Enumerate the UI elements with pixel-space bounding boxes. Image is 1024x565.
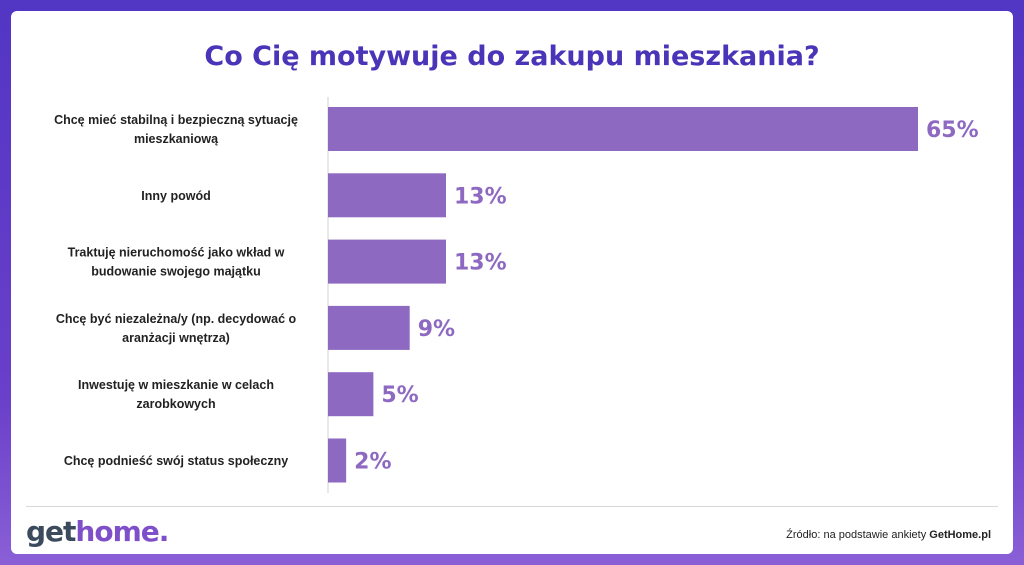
category-label-line: Chcę podnieść swój status społeczny: [64, 454, 288, 468]
source-note: Źródło: na podstawie ankiety GetHome.pl: [786, 529, 991, 541]
value-label-0: 65%: [926, 118, 979, 143]
chart-title: Co Cię motywuje do zakupu mieszkania?: [204, 41, 820, 72]
category-label-1: Inny powód: [141, 189, 210, 203]
category-label-3: Chcę być niezależna/y (np. decydować o ar…: [56, 312, 297, 345]
category-label-5: Chcę podnieść swój status społeczny: [64, 454, 288, 468]
source-prefix: Źródło: na podstawie ankiety: [786, 529, 930, 541]
category-label-2: Traktuję nieruchomość jako wkład w budowa…: [68, 246, 285, 279]
value-label-2: 13%: [454, 251, 507, 276]
category-label-line: Chcę mieć stabilną i bezpieczną sytuację: [54, 113, 298, 127]
bar-2: [328, 239, 446, 284]
gethome-logo[interactable]: gethome.: [26, 515, 170, 549]
source-brand: GetHome.pl: [929, 529, 991, 541]
category-label-line: aranżacji wnętrza): [122, 331, 230, 345]
value-label-4: 5%: [381, 383, 418, 408]
bar-3: [328, 305, 410, 350]
bar-0: [328, 107, 918, 151]
bar-5: [328, 438, 347, 483]
category-label-0: Chcę mieć stabilną i bezpieczną sytuację…: [54, 113, 298, 146]
category-label-line: mieszkaniową: [134, 132, 219, 146]
category-label-line: zarobkowych: [136, 397, 215, 411]
value-label-5: 2%: [354, 450, 391, 475]
logo-text-home: home: [75, 515, 159, 548]
category-label-line: Inwestuję w mieszkanie w celach: [78, 378, 274, 392]
value-label-1: 13%: [454, 184, 507, 209]
logo-text-get: get: [26, 515, 76, 548]
category-label-4: Inwestuję w mieszkanie w celach zarobkowy…: [78, 378, 274, 411]
value-label-3: 9%: [418, 317, 455, 342]
category-label-line: Traktuję nieruchomość jako wkład w: [68, 246, 285, 260]
category-label-line: Inny powód: [141, 189, 210, 203]
logo-dot: .: [158, 515, 170, 548]
category-label-line: Chcę być niezależna/y (np. decydować o: [56, 312, 297, 326]
category-label-line: budowanie swojego majątku: [91, 265, 260, 279]
bar-4: [328, 372, 374, 417]
bar-1: [328, 173, 446, 218]
chart-card: Co Cię motywuje do zakupu mieszkania? 65…: [11, 11, 1013, 554]
bar-chart: 65% Chcę mieć stabilną i bezpieczną sytua…: [54, 97, 979, 493]
footer-divider: [26, 506, 998, 507]
